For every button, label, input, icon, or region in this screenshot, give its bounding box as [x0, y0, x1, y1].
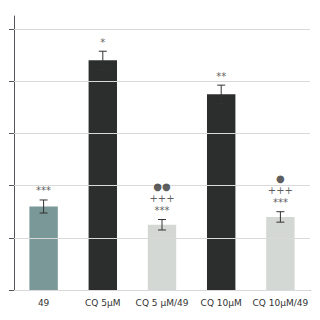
svg-text:*: * — [100, 37, 105, 48]
svg-text:CQ 10μM: CQ 10μM — [201, 298, 242, 308]
svg-text:CQ 5μM: CQ 5μM — [85, 298, 120, 308]
svg-text:+++: +++ — [149, 193, 174, 204]
svg-text:***: *** — [155, 205, 170, 216]
svg-text:***: *** — [36, 185, 51, 196]
svg-text:●●: ●● — [153, 181, 171, 192]
svg-text:**: ** — [216, 71, 226, 82]
svg-text:CQ 5 μM/49: CQ 5 μM/49 — [136, 298, 189, 308]
svg-text:●: ● — [276, 173, 285, 184]
svg-text:+++: +++ — [268, 185, 293, 196]
svg-text:49: 49 — [38, 298, 50, 308]
svg-text:***: *** — [273, 197, 288, 208]
svg-text:CQ 10μM/49: CQ 10μM/49 — [253, 298, 309, 308]
